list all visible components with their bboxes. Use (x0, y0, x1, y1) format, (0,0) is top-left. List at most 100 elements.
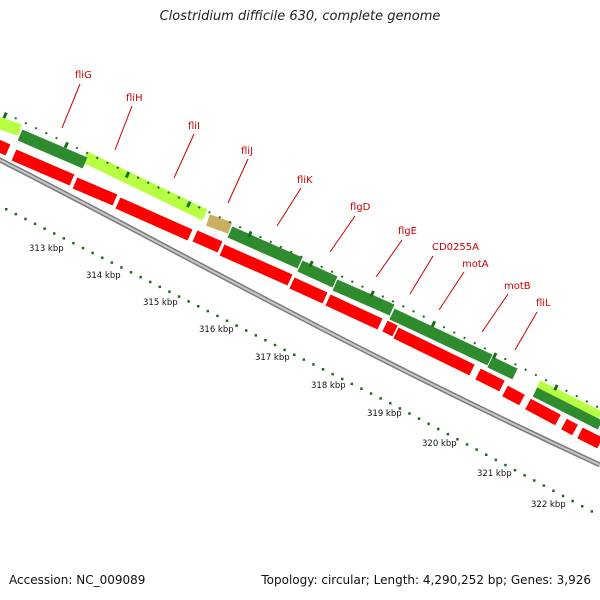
axis-dot (408, 412, 411, 415)
gene-label-cd0255a[interactable]: CD0255A (432, 242, 479, 253)
axis-dot (360, 387, 363, 390)
axis-tick (136, 176, 140, 180)
axis-dot (417, 417, 421, 420)
axis-dot (283, 348, 286, 352)
gene-leader-line (375, 239, 403, 278)
axis-tick (63, 141, 69, 149)
axis-tick (14, 116, 18, 120)
axis-tick (544, 378, 548, 382)
axis-tick (524, 368, 528, 371)
axis-dot (494, 458, 498, 462)
axis-dot (485, 453, 488, 456)
gene-label-mota[interactable]: motA (462, 259, 489, 270)
axis-tick (503, 357, 507, 361)
axis-dot (225, 319, 229, 323)
axis-tick (106, 161, 109, 165)
gene-label-flge[interactable]: flgE (398, 226, 417, 237)
axis-tick (34, 126, 38, 130)
axis-tick (197, 206, 201, 209)
axis-dot (312, 363, 315, 366)
axis-tick (85, 151, 89, 155)
axis-dot (437, 427, 440, 431)
axis-dot (139, 275, 142, 279)
axis-tick (350, 280, 354, 283)
gene-label-flgd[interactable]: flgD (350, 202, 371, 213)
axis-dot (120, 266, 123, 269)
axis-tick (452, 331, 456, 334)
axis-dot (456, 438, 459, 441)
gene-label-flig[interactable]: fliG (75, 70, 92, 81)
accession-text: Accession: NC_009089 (9, 573, 146, 587)
axis-dot (293, 353, 296, 356)
axis-tick (247, 230, 253, 238)
axis-tick (289, 250, 293, 254)
axis-tick (2, 112, 8, 119)
gene-label-flil[interactable]: fliL (536, 298, 551, 309)
axis-dot (177, 295, 181, 298)
gene-leader-line (514, 311, 538, 351)
axis-dot (552, 489, 555, 493)
axis-tick (585, 400, 589, 403)
axis-dot (331, 372, 334, 376)
kbp-label: 322 kbp (531, 500, 566, 510)
axis-tick (412, 310, 415, 313)
axis-tick (44, 131, 48, 135)
axis-dot (235, 324, 238, 327)
axis-tick (186, 201, 192, 208)
axis-dot (369, 392, 373, 395)
gene-label-layer: fliG fliH fliI fliJ fliK flgD flgE CD0255A motA m… (61, 70, 551, 351)
axis-tick (146, 181, 150, 184)
axis-tick (330, 270, 334, 274)
axis-dot (158, 285, 162, 289)
gene-leader-line (114, 105, 133, 151)
gene-label-motb[interactable]: motB (504, 281, 531, 292)
axis-tick (534, 373, 538, 377)
axis-dot (533, 479, 536, 482)
axis-tick (514, 362, 517, 366)
kbp-label: 320 kbp (422, 439, 457, 449)
axis-tick (259, 235, 262, 239)
axis-tick (24, 121, 28, 125)
axis-dot (561, 494, 565, 498)
axis-dot (149, 280, 152, 284)
axis-dot (571, 499, 574, 503)
axis-tick (361, 285, 364, 288)
axis-dot (504, 463, 507, 467)
axis-dot (129, 271, 133, 274)
lower-tick-row (5, 208, 594, 513)
axis-dot (254, 334, 258, 337)
axis-dot (389, 402, 392, 405)
axis-tick (299, 255, 303, 259)
axis-tick (95, 156, 99, 160)
axis-dot (341, 377, 344, 381)
kbp-label: 313 kbp (29, 244, 64, 254)
axis-tick (157, 186, 160, 189)
gene-leader-line (409, 255, 434, 295)
axis-dot (43, 227, 46, 230)
gene-leader-line (173, 133, 195, 179)
axis-tick (369, 290, 375, 297)
gene-leader-line (481, 293, 509, 333)
cds-track (0, 139, 600, 449)
axis-dot (523, 474, 526, 477)
kbp-label-layer: 313 kbp 314 kbp 315 kbp 316 kbp 317 kbp 318 k… (29, 244, 566, 510)
axis-dot (475, 448, 478, 451)
axis-tick (308, 260, 314, 268)
axis-tick (55, 136, 58, 140)
gene-label-flik[interactable]: fliK (297, 175, 313, 186)
axis-dot (72, 241, 75, 245)
gene-label-flij[interactable]: fliJ (241, 146, 253, 157)
axis-dot (245, 329, 248, 332)
axis-tick (595, 405, 599, 409)
gene-leader-line (227, 158, 249, 204)
axis-tick (177, 196, 181, 199)
upper-tick-row (2, 112, 599, 409)
axis-tick (320, 265, 324, 269)
axis-tick (269, 240, 273, 244)
axis-tick (208, 211, 211, 214)
axis-tick (124, 171, 131, 179)
axis-tick (238, 225, 242, 229)
gene-label-flii[interactable]: fliI (188, 121, 200, 132)
gene-label-flih[interactable]: fliH (126, 93, 143, 104)
axis-dot (581, 505, 584, 508)
